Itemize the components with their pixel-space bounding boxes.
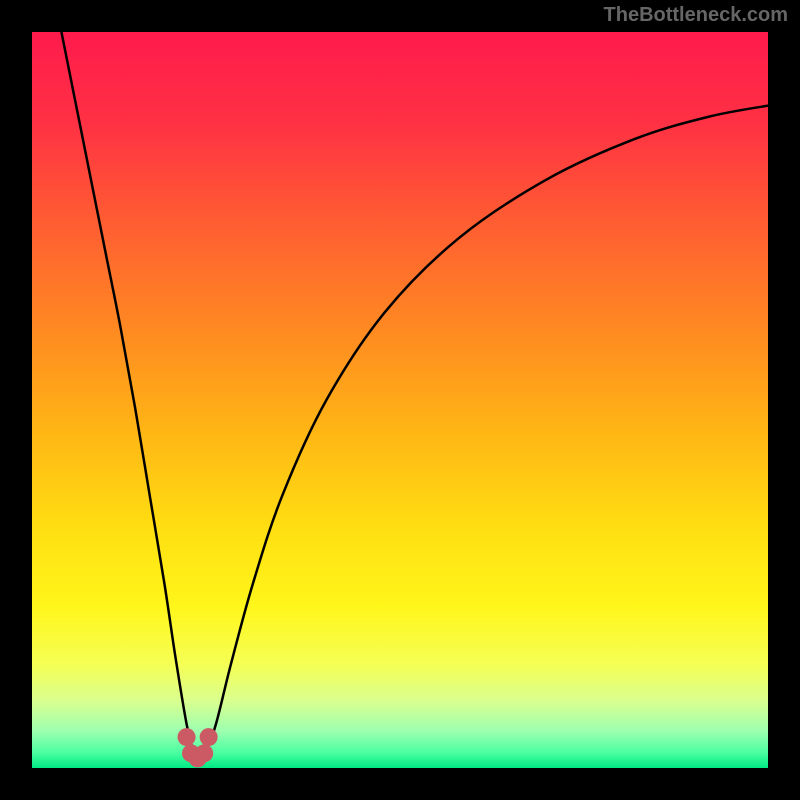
minimum-marker-group xyxy=(178,728,218,767)
curve-right-branch xyxy=(198,106,768,759)
minimum-marker-dot xyxy=(178,728,196,746)
minimum-marker-dot xyxy=(195,744,213,762)
curve-left-branch xyxy=(61,32,197,758)
bottleneck-curve-svg xyxy=(32,32,768,768)
minimum-marker-dot xyxy=(200,728,218,746)
watermark-text: TheBottleneck.com xyxy=(604,4,788,27)
plot-area xyxy=(32,32,768,768)
